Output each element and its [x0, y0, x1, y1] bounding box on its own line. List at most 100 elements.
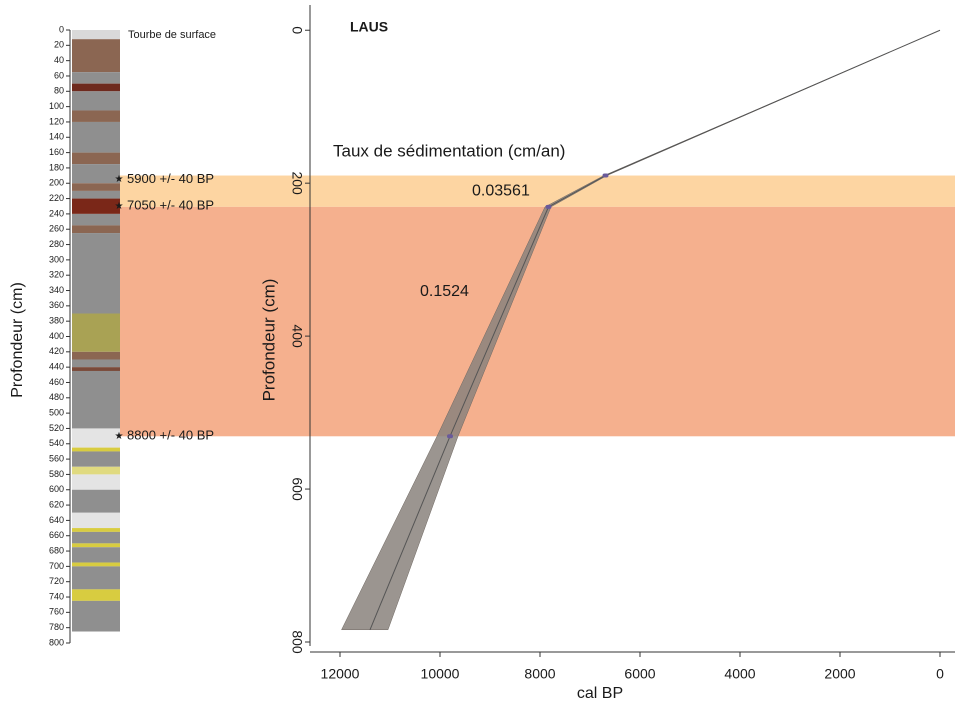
rate-band: [120, 175, 955, 207]
layer: [72, 359, 120, 368]
x-tick-label: 0: [936, 666, 944, 682]
layer: [72, 428, 120, 448]
y-tick-label: 400: [49, 331, 64, 341]
rate-band: [120, 206, 955, 437]
layer: [72, 370, 120, 429]
y-tick-label: 680: [49, 545, 64, 555]
date-star: ★: [115, 201, 124, 212]
y-tick-label: 0: [289, 26, 305, 34]
date-marker: [545, 204, 552, 209]
y-tick-label: 660: [49, 530, 64, 540]
annotation: Taux de sédimentation (cm/an): [333, 141, 565, 160]
layer: [72, 233, 120, 314]
chart-title: LAUS: [350, 19, 388, 35]
y-tick-label: 320: [49, 270, 64, 280]
y-tick-label: 140: [49, 132, 64, 142]
date-marker: [447, 434, 453, 439]
x-tick-label: 8000: [524, 666, 555, 682]
y-tick-label: 100: [49, 101, 64, 111]
x-tick-label: 4000: [724, 666, 755, 682]
layer: [72, 164, 120, 184]
y-tick-label: 20: [54, 40, 64, 50]
rate-label: 0.1524: [420, 283, 469, 300]
layer: [72, 566, 120, 590]
layer: [72, 30, 120, 40]
layer: [72, 83, 120, 92]
annotation: 5900 +/- 40 BP: [127, 171, 214, 186]
layer: [72, 600, 120, 632]
y-tick-label: 560: [49, 453, 64, 463]
layer: [72, 121, 120, 153]
layer: [72, 110, 120, 122]
date-star: ★: [115, 431, 124, 442]
y-tick-label: 40: [54, 55, 64, 65]
y-tick-label: 200: [49, 178, 64, 188]
y-tick-label: 460: [49, 377, 64, 387]
layer: [72, 198, 120, 214]
layer: [72, 543, 120, 548]
x-tick-label: 6000: [624, 666, 655, 682]
annotation: Tourbe de surface: [128, 29, 216, 41]
y-tick-label: 440: [49, 362, 64, 372]
layer: [72, 367, 120, 371]
y-axis-label: Profondeur (cm): [259, 279, 278, 402]
y-tick-label: 400: [289, 324, 305, 348]
layer: [72, 447, 120, 452]
y-tick-label: 600: [49, 484, 64, 494]
x-tick-label: 12000: [321, 666, 360, 682]
date-marker: [602, 173, 609, 178]
y-tick-label: 0: [59, 24, 64, 34]
layer: [72, 313, 120, 352]
rate-label: 0.03561: [472, 182, 530, 199]
y-axis-label: Profondeur (cm): [9, 282, 26, 398]
y-tick-label: 740: [49, 591, 64, 601]
layer: [72, 562, 120, 567]
layer: [72, 451, 120, 467]
layer: [72, 528, 120, 532]
bands-layer: [120, 175, 955, 437]
y-tick-label: 500: [49, 408, 64, 418]
x-tick-label: 2000: [824, 666, 855, 682]
layer: [72, 474, 120, 490]
x-tick-label: 10000: [421, 666, 460, 682]
y-tick-label: 200: [289, 171, 305, 195]
y-tick-label: 480: [49, 392, 64, 402]
y-tick-label: 720: [49, 576, 64, 586]
y-tick-label: 340: [49, 285, 64, 295]
y-tick-label: 600: [289, 477, 305, 501]
y-tick-label: 420: [49, 346, 64, 356]
date-star: ★: [115, 174, 124, 185]
y-tick-label: 800: [289, 630, 305, 654]
y-tick-label: 700: [49, 561, 64, 571]
layer: [72, 589, 120, 601]
y-tick-label: 80: [54, 86, 64, 96]
annotation: 8800 +/- 40 BP: [127, 428, 214, 443]
layer: [72, 91, 120, 111]
layer: [72, 547, 120, 563]
y-tick-label: 540: [49, 438, 64, 448]
y-tick-label: 360: [49, 300, 64, 310]
y-tick-label: 580: [49, 469, 64, 479]
layer: [72, 531, 120, 544]
y-tick-label: 260: [49, 224, 64, 234]
y-tick-label: 380: [49, 316, 64, 326]
y-tick-label: 520: [49, 423, 64, 433]
layer: [72, 190, 120, 199]
uncertainty-envelope: [341, 30, 941, 631]
layer: [72, 72, 120, 84]
y-tick-label: 300: [49, 254, 64, 264]
layer: [72, 466, 120, 475]
y-tick-label: 780: [49, 622, 64, 632]
layer: [72, 183, 120, 191]
y-tick-label: 220: [49, 193, 64, 203]
y-tick-label: 180: [49, 162, 64, 172]
layer: [72, 213, 120, 226]
layer: [72, 512, 120, 529]
y-tick-label: 620: [49, 499, 64, 509]
layer: [72, 489, 120, 513]
y-tick-label: 800: [49, 637, 64, 647]
layer: [72, 39, 120, 73]
layer: [72, 351, 120, 360]
y-tick-label: 60: [54, 70, 64, 80]
